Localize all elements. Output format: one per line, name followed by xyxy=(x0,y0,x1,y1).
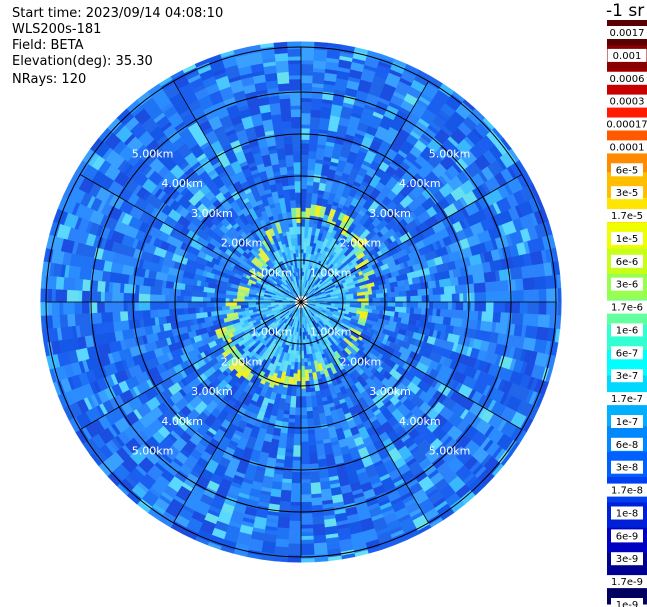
colorbar-tick-label: 0.0003 xyxy=(610,97,645,108)
colorbar-tick-label: 0.0017 xyxy=(610,28,645,39)
colorbar-tick-label: 1.7e-9 xyxy=(611,577,643,588)
ppi-data-cells xyxy=(40,41,562,563)
colorbar-tick-label: 6e-5 xyxy=(616,165,639,176)
colorbar-tick-label: 1e-7 xyxy=(616,417,639,428)
colorbar-tick-label: 3e-9 xyxy=(616,554,639,565)
colorbar-tick-label: 3e-7 xyxy=(616,371,639,382)
colorbar-tick-label: 1e-6 xyxy=(616,325,639,336)
colorbar-tick-label: 0.0006 xyxy=(610,74,645,85)
colorbar-tick-label: 0.0001 xyxy=(610,142,645,153)
colorbar-tick-label: 3e-6 xyxy=(616,280,639,291)
colorbar-tick-label: 1.7e-5 xyxy=(611,211,643,222)
colorbar-tick-label: 3e-8 xyxy=(616,463,639,474)
colorbar-tick-label: 3e-5 xyxy=(616,188,639,199)
colorbar-tick-label: 1.7e-7 xyxy=(611,394,643,405)
colorbar-tick-label: 1.7e-6 xyxy=(611,303,643,314)
colorbar-tick-label: 6e-8 xyxy=(616,440,639,451)
colorbar-tick-label: 6e-7 xyxy=(616,348,639,359)
colorbar-tick-label: 6e-6 xyxy=(616,257,639,268)
colorbar-tick-label: 1e-8 xyxy=(616,509,639,520)
colorbar-tick-label: 1e-9 xyxy=(616,600,639,607)
colorbar-tick-label: 0.00017 xyxy=(606,120,647,131)
colorbar-tick-label: 1e-5 xyxy=(616,234,639,245)
colorbar-tick-label: 0.001 xyxy=(613,51,642,62)
colorbar-tick-label: 6e-9 xyxy=(616,531,639,542)
colorbar-tick-label: 1.7e-8 xyxy=(611,486,643,497)
colorbar-unit-label: -1 sr xyxy=(606,1,644,21)
